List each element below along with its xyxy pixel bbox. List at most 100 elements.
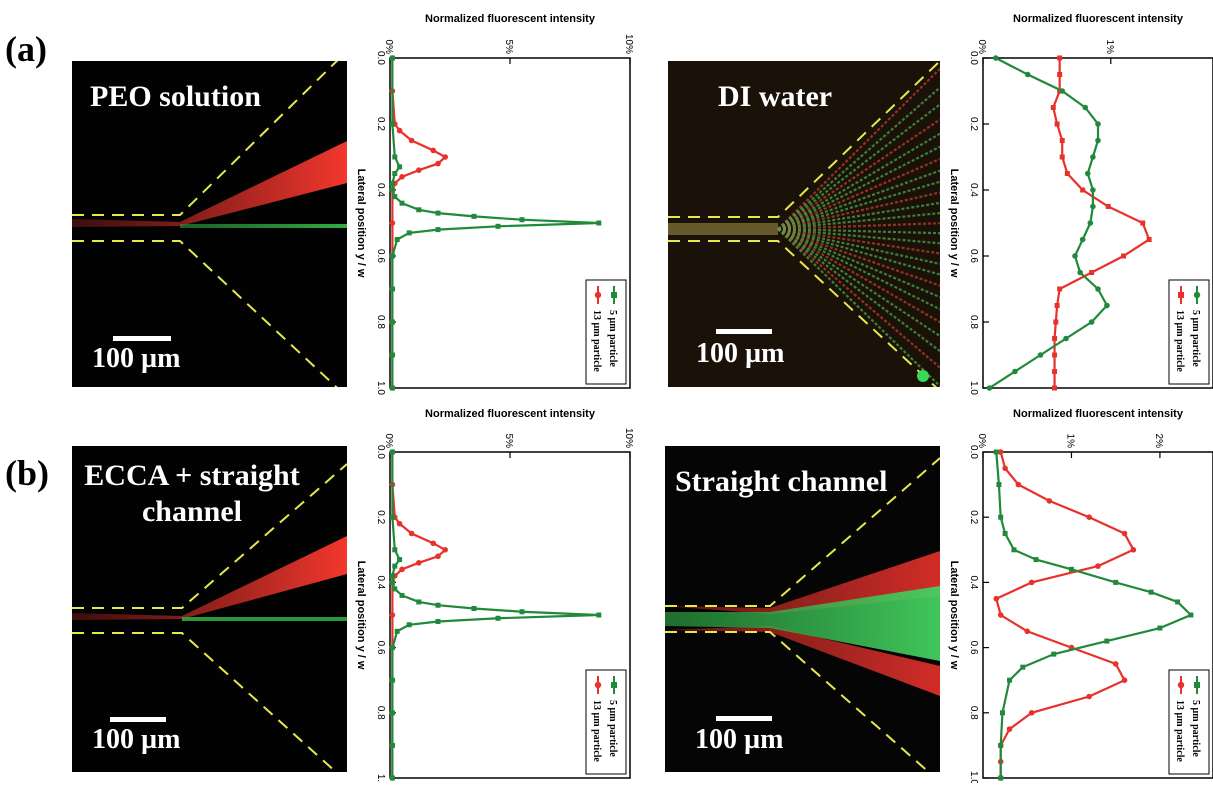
data-point xyxy=(998,742,1004,748)
data-point xyxy=(1002,465,1008,472)
x-tick-label: 10% xyxy=(623,428,634,448)
data-point xyxy=(1113,579,1119,585)
data-point xyxy=(1175,599,1181,605)
y-axis-label: Lateral position y / w xyxy=(355,561,367,670)
data-point xyxy=(389,220,396,226)
data-point xyxy=(1104,302,1110,309)
chart-title: Normalized fluorescent intensity xyxy=(1013,13,1184,25)
series-red xyxy=(389,449,448,781)
x-tick-label: 2% xyxy=(1153,434,1164,449)
chart-title: Normalized fluorescent intensity xyxy=(425,13,596,25)
intensity-plot-peo: Normalized fluorescent intensity 0% 5% 10% 0… xyxy=(345,0,645,395)
legend-label: 13 µm particle xyxy=(591,310,602,372)
data-point xyxy=(1112,661,1119,667)
data-point xyxy=(389,612,396,618)
scale-bar xyxy=(716,716,772,721)
micrograph-title: ECCA + straight channel xyxy=(84,459,300,528)
y-tick-label: 0.8 xyxy=(375,315,386,329)
data-point xyxy=(1059,88,1066,94)
data-point xyxy=(1006,726,1013,732)
data-point xyxy=(406,230,412,236)
data-point xyxy=(1095,286,1101,292)
data-point xyxy=(408,530,415,537)
data-point xyxy=(1053,319,1059,325)
data-point xyxy=(435,602,441,608)
data-point xyxy=(442,154,448,160)
data-point xyxy=(1104,638,1110,644)
data-point xyxy=(1052,352,1058,358)
data-point xyxy=(1064,171,1070,176)
data-point xyxy=(1024,628,1031,635)
data-point xyxy=(998,514,1004,520)
data-point xyxy=(394,237,400,242)
legend: 5 µm particle 13 µm particle xyxy=(585,279,627,385)
micrograph-peo-solution: PEO solution 100 µm xyxy=(72,61,347,387)
data-point xyxy=(1077,269,1083,276)
y-tick-label: 0.0 xyxy=(968,51,979,65)
data-point xyxy=(996,482,1002,488)
series-green xyxy=(993,449,1194,781)
data-point xyxy=(1088,319,1095,325)
data-point xyxy=(1024,71,1031,78)
data-point xyxy=(1057,286,1063,292)
data-point xyxy=(1054,121,1060,127)
data-point xyxy=(993,449,999,455)
data-point xyxy=(392,586,398,592)
data-point xyxy=(495,223,501,229)
micrograph-drawing xyxy=(668,61,940,387)
y-tick-label: 0.4 xyxy=(375,575,386,589)
data-point xyxy=(394,628,400,634)
data-point xyxy=(1068,566,1074,572)
data-point xyxy=(389,579,395,585)
y-axis-label: Lateral position y / w xyxy=(948,169,960,278)
data-point xyxy=(1057,55,1063,61)
scale-bar-label: 100 µm xyxy=(92,343,181,374)
data-point xyxy=(1037,352,1044,358)
data-point xyxy=(519,217,525,223)
data-point xyxy=(435,160,441,167)
y-tick-label: 0.6 xyxy=(968,249,979,263)
data-point xyxy=(435,210,441,216)
data-point xyxy=(430,540,436,547)
data-point xyxy=(1148,589,1154,595)
data-point xyxy=(1089,270,1095,275)
particle-streaks xyxy=(668,67,940,387)
data-point xyxy=(1072,253,1078,259)
legend-label: 13 µm particle xyxy=(1174,700,1185,762)
data-point xyxy=(1059,138,1065,143)
micrograph-drawing xyxy=(665,457,940,772)
data-point xyxy=(389,180,395,186)
panel-label-a: (a) xyxy=(5,29,47,69)
data-point xyxy=(1090,154,1096,160)
data-point xyxy=(416,560,422,566)
data-point xyxy=(997,612,1004,618)
series-red xyxy=(993,449,1137,781)
micrograph-title: PEO solution xyxy=(90,80,261,113)
data-point xyxy=(596,612,602,618)
y-tick-label: 0.0 xyxy=(375,445,386,459)
data-point xyxy=(1090,187,1096,193)
data-point xyxy=(389,55,395,61)
legend-label: 13 µm particle xyxy=(591,700,602,762)
data-point xyxy=(389,449,395,455)
data-point xyxy=(1033,557,1039,563)
y-tick-label: 0.2 xyxy=(968,510,979,524)
data-point xyxy=(1084,170,1091,177)
series-green xyxy=(389,449,602,781)
data-point xyxy=(1052,336,1058,341)
data-point xyxy=(389,286,395,292)
legend-label: 5 µm particle xyxy=(607,310,618,367)
data-point xyxy=(997,449,1004,455)
green-particle-stream xyxy=(182,617,347,621)
data-point xyxy=(495,615,501,621)
data-point xyxy=(389,319,395,325)
y-tick-label: 0.2 xyxy=(375,510,386,524)
data-point xyxy=(392,154,398,160)
plot-frame xyxy=(982,451,1213,779)
data-point xyxy=(397,557,403,563)
data-point xyxy=(435,553,441,560)
data-point xyxy=(1052,385,1058,391)
data-point xyxy=(471,213,477,219)
data-point xyxy=(389,352,395,358)
micrograph-straight-channel: Straight channel 100 µm xyxy=(665,446,940,772)
